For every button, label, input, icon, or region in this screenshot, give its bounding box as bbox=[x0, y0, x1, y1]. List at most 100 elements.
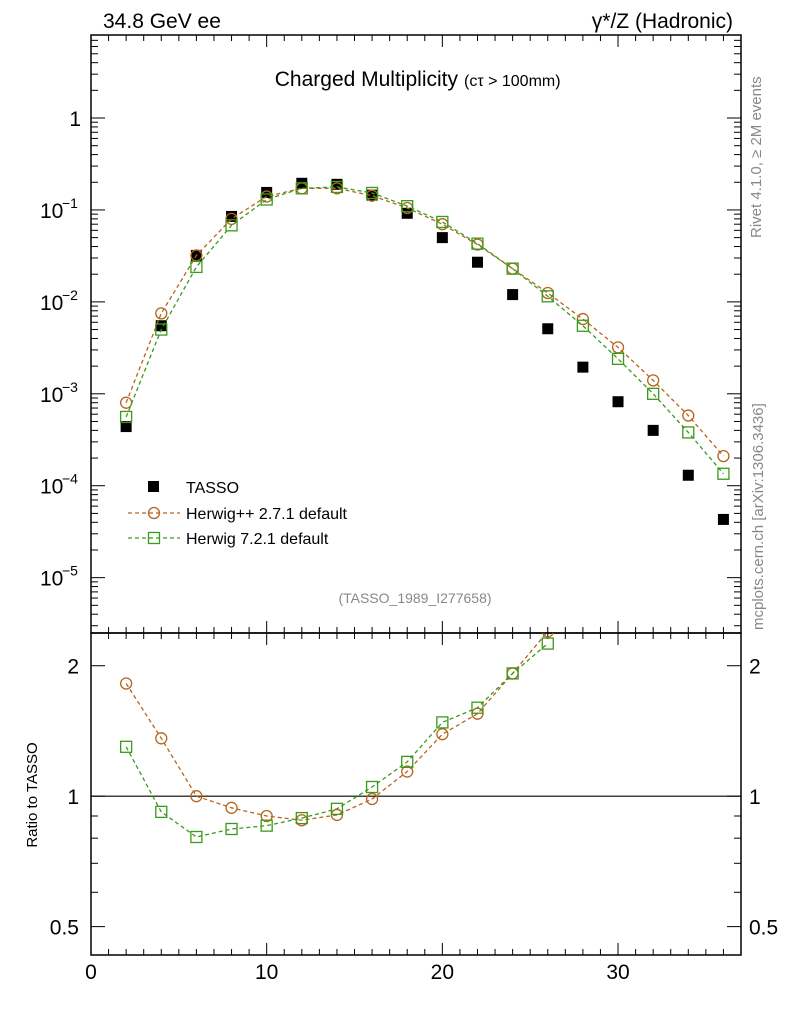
ratio-y-tick-label-right: 2 bbox=[749, 656, 761, 679]
data-point-herwig7 bbox=[471, 237, 484, 250]
data-point-tasso bbox=[120, 421, 132, 433]
main-series bbox=[119, 177, 730, 525]
data-point-tasso bbox=[436, 232, 448, 244]
ratio-ticks bbox=[90, 633, 742, 955]
x-tick-label: 20 bbox=[431, 961, 454, 984]
series-line bbox=[125, 186, 724, 475]
data-point-tasso bbox=[155, 320, 167, 332]
data-point-herwigpp bbox=[717, 449, 730, 463]
series-line bbox=[125, 187, 724, 457]
y-tick-label-exponent: −1 bbox=[62, 195, 78, 211]
mcplots-label: mcplots.cern.ch [arXiv:1306.3436] bbox=[750, 403, 767, 630]
chart-title-suffix: (cτ > 100mm) bbox=[464, 73, 561, 90]
data-point-herwig7 bbox=[647, 387, 660, 400]
ratio-point-herwig7 bbox=[155, 805, 168, 819]
data-point-herwigpp bbox=[647, 374, 660, 387]
ratio-y-tick-label: 1 bbox=[67, 786, 79, 809]
data-point-herwig7 bbox=[119, 410, 133, 424]
ratio-y-tick-label-right: 1 bbox=[749, 786, 761, 809]
ratio-point-herwigpp bbox=[541, 633, 554, 638]
ratio-point-herwigpp bbox=[225, 801, 238, 814]
y-tick-label: 1 bbox=[69, 108, 81, 131]
data-point-herwig7 bbox=[260, 193, 273, 206]
x-tick-label: 0 bbox=[85, 961, 97, 984]
ratio-point-herwig7 bbox=[330, 802, 344, 815]
data-point-tasso bbox=[507, 289, 519, 301]
ratio-line bbox=[125, 633, 548, 821]
data-point-tasso bbox=[261, 186, 273, 198]
main-ticks bbox=[90, 34, 742, 633]
x-tick-label: 10 bbox=[255, 961, 278, 984]
ratio-y-tick-labels: 2 2 1 1 0.5 0.5 bbox=[50, 656, 778, 940]
data-point-herwig7 bbox=[155, 323, 168, 336]
data-point-herwig7 bbox=[401, 199, 414, 213]
ratio-point-herwigpp bbox=[260, 809, 273, 823]
ratio-point-herwig7 bbox=[190, 830, 203, 844]
data-point-tasso bbox=[612, 396, 624, 408]
legend: TASSO Herwig++ 2.7.1 default Herwig 7.2.… bbox=[128, 480, 348, 548]
data-point-tasso bbox=[471, 256, 483, 268]
header-left: 34.8 GeV ee bbox=[103, 10, 221, 33]
ratio-point-herwig7 bbox=[119, 740, 133, 753]
data-point-tasso bbox=[366, 189, 378, 201]
y-tick-label: 10 bbox=[40, 200, 63, 223]
ratio-y-tick-label: 2 bbox=[67, 656, 79, 679]
data-point-tasso bbox=[717, 513, 729, 525]
data-point-herwigpp bbox=[225, 212, 238, 226]
main-y-tick-labels: 110−110−210−310−410−5 bbox=[40, 108, 81, 591]
ratio-panel: 2 2 1 1 0.5 0.5 0 10 20 30 Ratio to TASSO bbox=[24, 632, 778, 984]
y-tick-label-exponent: −3 bbox=[62, 379, 78, 395]
analysis-label: (TASSO_1989_I277658) bbox=[338, 590, 491, 606]
ratio-point-herwig7 bbox=[365, 780, 379, 794]
data-point-tasso bbox=[331, 178, 343, 190]
data-point-herwig7 bbox=[506, 262, 519, 275]
ratio-ylabel: Ratio to TASSO bbox=[24, 742, 41, 847]
data-point-herwig7 bbox=[682, 426, 695, 439]
y-tick-label: 10 bbox=[40, 568, 63, 591]
legend-marker-herwigpp bbox=[147, 506, 161, 520]
ratio-y-tick-label-right: 0.5 bbox=[749, 917, 778, 940]
data-point-herwig7 bbox=[330, 180, 344, 194]
data-point-tasso bbox=[682, 469, 694, 481]
y-tick-label-exponent: −2 bbox=[62, 287, 78, 303]
ratio-point-herwig7 bbox=[225, 822, 238, 836]
data-point-tasso bbox=[226, 210, 238, 222]
ratio-point-herwig7 bbox=[260, 819, 273, 832]
header-right: γ*/Z (Hadronic) bbox=[592, 10, 733, 33]
data-point-herwig7 bbox=[365, 186, 379, 200]
ratio-point-herwigpp bbox=[190, 790, 203, 803]
y-tick-label-exponent: −4 bbox=[62, 471, 78, 487]
ratio-line bbox=[125, 643, 549, 838]
legend-label-herwigpp: Herwig++ 2.7.1 default bbox=[186, 506, 348, 523]
data-point-tasso bbox=[542, 323, 554, 335]
rivet-label: Rivet 4.1.0, ≥ 2M events bbox=[748, 76, 765, 238]
data-point-tasso bbox=[577, 361, 589, 373]
ratio-point-herwig7 bbox=[541, 637, 554, 650]
ratio-point-herwigpp bbox=[401, 765, 414, 778]
data-point-tasso bbox=[647, 424, 659, 436]
ratio-point-herwigpp bbox=[119, 677, 133, 690]
y-tick-label: 10 bbox=[40, 292, 63, 315]
y-tick-label: 10 bbox=[40, 384, 63, 407]
data-point-herwig7 bbox=[611, 352, 625, 365]
legend-label-tasso: TASSO bbox=[186, 480, 239, 497]
data-point-herwigpp bbox=[155, 307, 168, 320]
data-point-herwig7 bbox=[295, 182, 308, 195]
x-tick-label: 30 bbox=[606, 961, 629, 984]
chart-title: Charged Multiplicity bbox=[275, 68, 459, 91]
legend-label-herwig7: Herwig 7.2.1 default bbox=[186, 531, 329, 548]
y-tick-label: 10 bbox=[40, 476, 63, 499]
ratio-point-herwig7 bbox=[295, 811, 308, 825]
ratio-series bbox=[91, 633, 741, 844]
data-point-herwig7 bbox=[541, 290, 554, 303]
x-tick-labels: 0 10 20 30 bbox=[85, 961, 630, 984]
data-point-herwigpp bbox=[576, 312, 590, 326]
data-point-herwig7 bbox=[717, 467, 730, 480]
ratio-frame bbox=[90, 632, 742, 956]
data-point-herwig7 bbox=[576, 319, 590, 332]
data-point-herwig7 bbox=[436, 215, 449, 229]
ratio-point-herwig7 bbox=[401, 755, 414, 769]
ratio-series-group bbox=[119, 633, 554, 844]
ratio-point-herwigpp bbox=[365, 792, 379, 806]
